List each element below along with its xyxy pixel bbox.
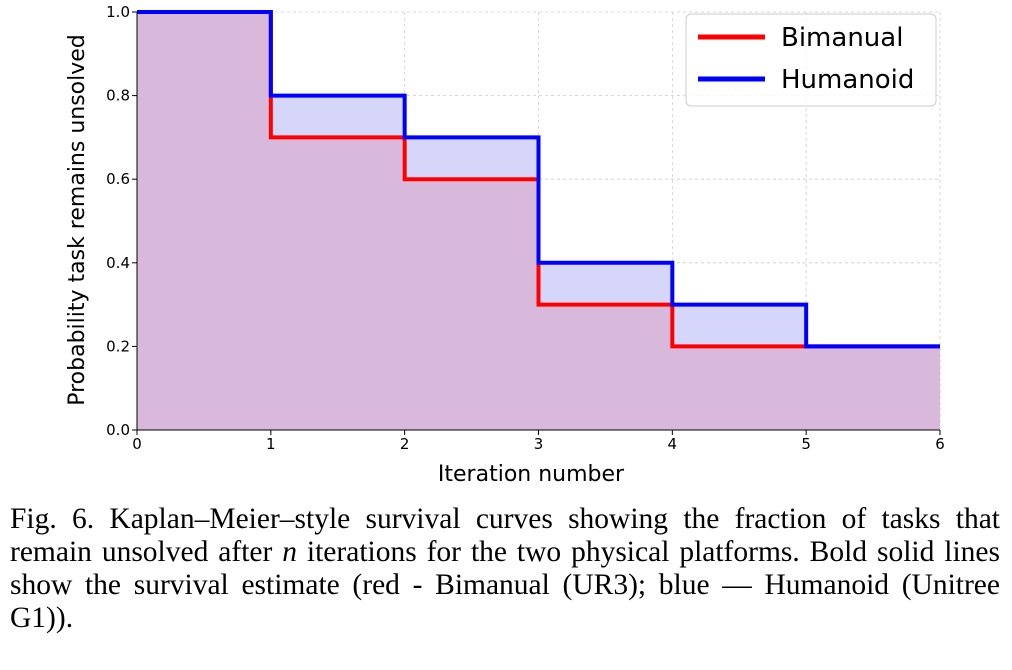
caption-variable: n <box>282 536 297 568</box>
x-axis-label: Iteration number <box>438 462 625 487</box>
legend-label-humanoid: Humanoid <box>781 65 914 95</box>
caption-text-2: iterations for the two physical platform… <box>10 536 1000 634</box>
x-tick-label: 4 <box>668 435 678 453</box>
caption-text-1: Fig. 6. Kaplan–Meier–style survival curv… <box>10 503 1000 568</box>
y-tick-label: 0.8 <box>106 87 130 105</box>
axis-ticks: 0 1 2 3 4 5 6 0.0 0.2 0.4 0.6 0.8 1.0 <box>106 3 945 453</box>
y-tick-label: 1.0 <box>106 3 130 21</box>
y-axis-label: Probability task remains unsolved <box>65 34 90 406</box>
y-tick-label: 0.2 <box>106 337 130 355</box>
figure-caption: Fig. 6. Kaplan–Meier–style survival curv… <box>10 503 1000 635</box>
x-tick-label: 6 <box>935 435 945 453</box>
x-tick-label: 1 <box>266 435 276 453</box>
y-tick-label: 0.0 <box>106 421 130 439</box>
x-tick-label: 3 <box>534 435 544 453</box>
x-tick-label: 0 <box>132 435 142 453</box>
survival-lines <box>137 10 940 349</box>
series-line-humanoid <box>137 10 940 349</box>
survival-chart: 0 1 2 3 4 5 6 0.0 0.2 0.4 0.6 0.8 1.0 Iteration numb… <box>65 3 945 487</box>
legend: Bimanual Humanoid <box>685 13 937 107</box>
x-tick-label: 2 <box>400 435 410 453</box>
y-tick-label: 0.4 <box>106 254 130 272</box>
y-tick-label: 0.6 <box>106 170 130 188</box>
legend-label-bimanual: Bimanual <box>781 23 903 53</box>
x-tick-label: 5 <box>801 435 811 453</box>
